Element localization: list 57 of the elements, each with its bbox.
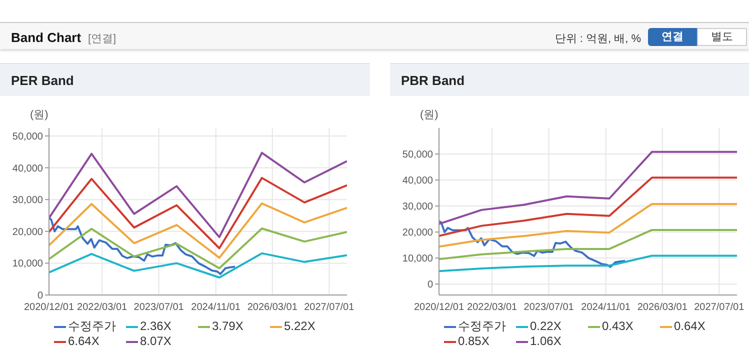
- x-tick-label: 2023/07/01: [134, 302, 184, 314]
- y-tick-label: 40,000: [402, 176, 434, 187]
- line-series: [439, 220, 626, 268]
- text: [연결]: [88, 32, 116, 46]
- line-series: [49, 252, 347, 279]
- line-series: [49, 202, 347, 259]
- legend-label: 8.07X: [139, 334, 172, 349]
- y-axis-title: (원): [420, 108, 438, 122]
- y-tick-label: 30,000: [12, 195, 44, 206]
- line-series: [439, 150, 737, 225]
- legend-label: 2.36X: [139, 319, 172, 334]
- legend-label: 6.64X: [67, 334, 100, 349]
- legend-label: 0.64X: [673, 319, 706, 334]
- text: Band Chart: [11, 30, 82, 45]
- y-tick-label: 30,000: [402, 202, 434, 213]
- line-series: [49, 228, 347, 270]
- x-tick-label: 2027/07/01: [694, 302, 745, 314]
- x-tick-label: 2026/03/01: [637, 302, 688, 314]
- y-tick-label: 20,000: [12, 226, 44, 238]
- y-tick-label: 0: [427, 280, 434, 291]
- chart-title: PER Band: [11, 73, 74, 88]
- legend-label: 수정주가: [457, 319, 507, 334]
- x-tick-label: 2026/03/01: [247, 302, 298, 314]
- text: 단위 : 억원, 배, %: [554, 32, 641, 46]
- text: 연결: [648, 28, 697, 46]
- x-tick-label: 2022/03/01: [77, 302, 128, 314]
- x-tick-label: 2024/11/01: [191, 302, 241, 314]
- chart-title: PBR Band: [401, 73, 465, 88]
- x-tick-label: 2020/12/01: [414, 302, 464, 314]
- line-series: [439, 176, 737, 237]
- line-series: [439, 228, 737, 260]
- y-tick-label: 10,000: [12, 258, 44, 270]
- x-tick-label: 2022/03/01: [467, 302, 518, 314]
- legend-label: 0.22X: [529, 319, 562, 334]
- line-series: [49, 152, 347, 238]
- x-tick-label: 2023/07/01: [524, 302, 574, 314]
- y-tick-label: 20,000: [402, 228, 434, 239]
- legend-label: 5.22X: [283, 319, 316, 334]
- y-tick-label: 40,000: [12, 163, 44, 174]
- line-series: [49, 176, 347, 250]
- y-axis-title: (원): [30, 108, 48, 122]
- y-tick-label: 50,000: [12, 132, 44, 142]
- line-series: [439, 254, 737, 272]
- legend-label: 0.85X: [457, 334, 490, 349]
- legend-label: 0.43X: [601, 319, 634, 334]
- x-tick-label: 2020/12/01: [24, 302, 74, 314]
- y-tick-label: 50,000: [402, 150, 434, 161]
- legend-label: 3.79X: [211, 319, 244, 334]
- line-series: [49, 217, 236, 276]
- legend-label: 1.06X: [529, 334, 562, 349]
- x-tick-label: 2024/11/01: [581, 302, 631, 314]
- line-series: [439, 202, 737, 248]
- y-tick-label: 10,000: [402, 254, 434, 265]
- y-tick-label: 0: [37, 290, 44, 302]
- x-tick-label: 2027/07/01: [304, 302, 355, 314]
- legend-label: 수정주가: [67, 319, 117, 334]
- text: 별도: [697, 28, 747, 46]
